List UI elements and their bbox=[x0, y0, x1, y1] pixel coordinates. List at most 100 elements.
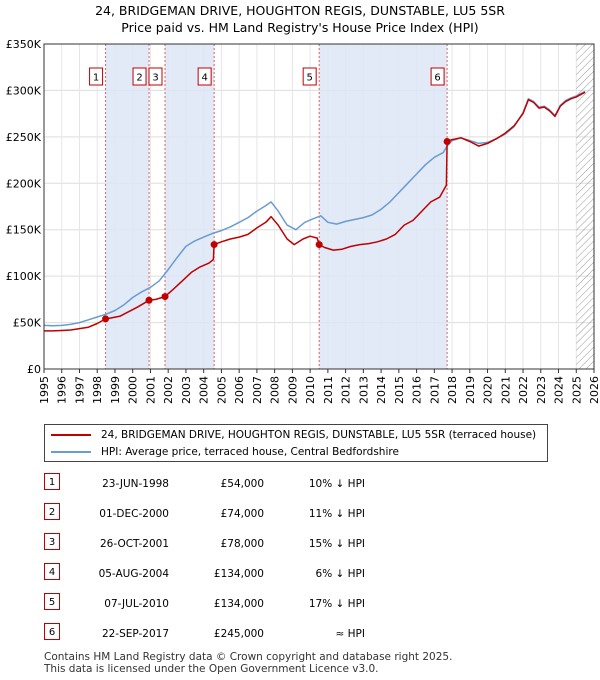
sale-label-number: 1 bbox=[93, 73, 99, 84]
x-tick-label: 2006 bbox=[233, 376, 246, 404]
footer-line2: This data is licensed under the Open Gov… bbox=[44, 663, 379, 675]
sale-date: 26-OCT-2001 bbox=[100, 538, 169, 550]
legend-swatch-hpi bbox=[51, 451, 91, 453]
sale-price: £134,000 bbox=[213, 598, 264, 610]
sale-number-badge: 5 bbox=[44, 593, 60, 610]
table-row: 2 01-DEC-2000 £74,000 11% ↓ HPI bbox=[44, 500, 564, 530]
sale-hpi-comparison: ≈ HPI bbox=[335, 628, 365, 640]
x-tick-label: 2023 bbox=[535, 376, 548, 404]
axes: £0 £50K £100K £150K £200K £250K £300K £350K 1995… bbox=[6, 38, 600, 404]
table-row: 5 07-JUL-2010 £134,000 17% ↓ HPI bbox=[44, 590, 564, 620]
x-tick-label: 2021 bbox=[499, 376, 512, 404]
sale-label-number: 2 bbox=[136, 73, 142, 84]
x-tick-label: 2004 bbox=[198, 376, 211, 404]
sale-point bbox=[315, 241, 323, 249]
x-tick-label: 2001 bbox=[144, 376, 157, 404]
x-tick-label: 2015 bbox=[393, 376, 406, 404]
y-tick-label: £350K bbox=[6, 38, 42, 51]
x-tick-label: 2002 bbox=[162, 376, 175, 404]
shaded-span bbox=[319, 44, 448, 369]
legend-swatch-property bbox=[51, 434, 91, 436]
sale-label-number: 5 bbox=[306, 73, 312, 84]
x-tick-label: 2012 bbox=[340, 376, 353, 404]
x-tick-label: 2009 bbox=[286, 376, 299, 404]
forecast-hatch bbox=[576, 44, 594, 369]
x-tick-label: 2014 bbox=[375, 376, 388, 404]
sale-number-badge: 4 bbox=[44, 563, 60, 580]
y-tick-label: £50K bbox=[13, 317, 42, 330]
y-tick-label: £300K bbox=[6, 84, 42, 97]
x-tick-label: 2020 bbox=[482, 376, 495, 404]
legend-label-hpi: HPI: Average price, terraced house, Cent… bbox=[101, 446, 399, 458]
shaded-span bbox=[165, 44, 215, 369]
sale-label-box bbox=[89, 67, 104, 86]
x-tick-label: 2022 bbox=[517, 376, 530, 404]
y-tick-label: £150K bbox=[6, 224, 42, 237]
sale-hpi-comparison: 11% ↓ HPI bbox=[308, 508, 365, 520]
footer-attribution: Contains HM Land Registry data © Crown c… bbox=[44, 651, 452, 675]
sale-point bbox=[145, 296, 153, 304]
sale-number-badge: 2 bbox=[44, 503, 60, 520]
footer-line1: Contains HM Land Registry data © Crown c… bbox=[44, 651, 453, 663]
sale-number-badge: 1 bbox=[44, 473, 60, 490]
shaded-span bbox=[105, 44, 150, 369]
sale-number-badge: 6 bbox=[44, 623, 60, 640]
table-row: 4 05-AUG-2004 £134,000 6% ↓ HPI bbox=[44, 560, 564, 590]
x-tick-label: 2026 bbox=[588, 376, 600, 404]
sale-date: 01-DEC-2000 bbox=[99, 508, 169, 520]
x-tick-label: 2013 bbox=[357, 376, 370, 404]
sale-markers bbox=[102, 138, 451, 323]
table-row: 6 22-SEP-2017 £245,000 ≈ HPI bbox=[44, 620, 564, 650]
chart-title-line1: 24, BRIDGEMAN DRIVE, HOUGHTON REGIS, DUN… bbox=[95, 3, 505, 18]
y-tick-label: £100K bbox=[6, 270, 42, 283]
x-tick-label: 2019 bbox=[464, 376, 477, 404]
sale-point bbox=[102, 315, 110, 323]
x-tick-label: 2008 bbox=[269, 376, 282, 404]
sale-price: £54,000 bbox=[220, 478, 264, 490]
sale-label-number: 4 bbox=[201, 73, 207, 84]
sale-price: £74,000 bbox=[220, 508, 264, 520]
y-tick-label: £0 bbox=[27, 363, 41, 376]
plot-frame bbox=[43, 43, 595, 370]
x-tick-label: 2016 bbox=[411, 376, 424, 404]
sale-point bbox=[443, 138, 451, 145]
x-tick-label: 2003 bbox=[180, 376, 193, 404]
sale-label-box bbox=[302, 67, 317, 86]
sale-hpi-comparison: 15% ↓ HPI bbox=[308, 538, 365, 550]
x-tick-label: 2005 bbox=[215, 376, 228, 404]
x-tick-label: 2024 bbox=[553, 376, 566, 404]
sale-period-shading bbox=[105, 44, 594, 369]
table-row: 1 23-JUN-1998 £54,000 10% ↓ HPI bbox=[44, 470, 564, 500]
sale-label-number: 6 bbox=[434, 73, 440, 84]
x-tick-label: 2017 bbox=[428, 376, 441, 404]
chart-title: 24, BRIDGEMAN DRIVE, HOUGHTON REGIS, DUN… bbox=[0, 2, 600, 36]
y-tick-label: £250K bbox=[6, 131, 42, 144]
legend: 24, BRIDGEMAN DRIVE, HOUGHTON REGIS, DUN… bbox=[44, 424, 548, 462]
x-tick-label: 1995 bbox=[38, 376, 51, 404]
x-tick-label: 1996 bbox=[56, 376, 69, 404]
sale-number-badge: 3 bbox=[44, 533, 60, 550]
x-tick-label: 1997 bbox=[73, 376, 86, 404]
sale-label-box bbox=[148, 67, 163, 86]
sale-date: 07-JUL-2010 bbox=[104, 598, 169, 610]
y-tick-label: £200K bbox=[6, 177, 42, 190]
sale-point bbox=[161, 293, 169, 301]
sale-date: 22-SEP-2017 bbox=[101, 628, 169, 640]
x-tick-label: 2018 bbox=[446, 376, 459, 404]
x-tick-label: 2007 bbox=[251, 376, 264, 404]
sale-date: 05-AUG-2004 bbox=[98, 568, 169, 580]
sale-label-number: 3 bbox=[152, 73, 158, 84]
legend-label-property: 24, BRIDGEMAN DRIVE, HOUGHTON REGIS, DUN… bbox=[101, 429, 537, 441]
x-tick-label: 1999 bbox=[109, 376, 122, 404]
sale-hpi-comparison: 10% ↓ HPI bbox=[308, 478, 365, 490]
sale-price: £134,000 bbox=[213, 568, 264, 580]
chart-title-line2: Price paid vs. HM Land Registry's House … bbox=[121, 20, 479, 35]
x-tick-label: 2025 bbox=[570, 376, 583, 404]
sale-date: 23-JUN-1998 bbox=[102, 478, 169, 490]
sale-label-box bbox=[430, 67, 445, 86]
x-tick-label: 1998 bbox=[91, 376, 104, 404]
x-tick-label: 2010 bbox=[304, 376, 317, 404]
sale-label-box bbox=[197, 67, 212, 86]
